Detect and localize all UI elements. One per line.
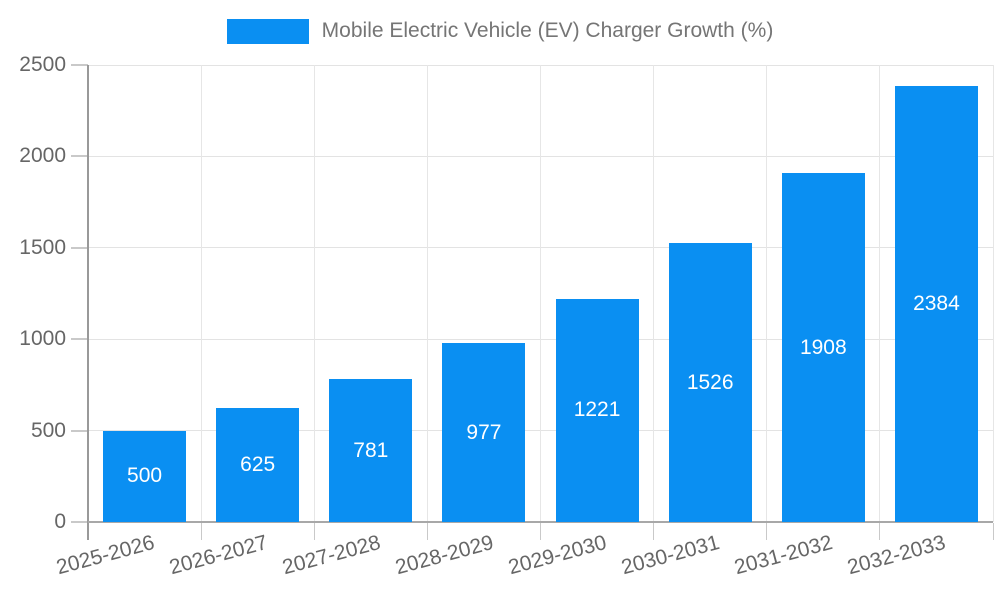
y-tick	[71, 155, 88, 158]
y-axis-tick-label: 0	[54, 510, 66, 533]
x-tick	[766, 523, 768, 540]
y-tick	[71, 429, 88, 432]
bar: 500	[103, 430, 187, 522]
x-gridline	[540, 65, 541, 522]
bar: 2384	[894, 86, 978, 522]
x-gridline	[653, 65, 655, 522]
x-gridline	[313, 65, 315, 522]
x-tick	[426, 523, 428, 540]
bar: 1908	[781, 173, 865, 522]
bar-value-label: 1526	[686, 370, 734, 394]
bar-value-label: 977	[466, 420, 502, 444]
bar-value-label: 500	[127, 464, 163, 488]
x-tick	[653, 523, 655, 540]
bar: 977	[442, 343, 526, 522]
bar-value-label: 2384	[913, 292, 960, 316]
y-axis-tick-label: 2500	[19, 53, 66, 76]
x-gridline	[879, 65, 881, 522]
bar-value-label: 781	[353, 438, 389, 462]
y-tick	[71, 521, 88, 523]
x-tick	[200, 523, 202, 540]
y-axis-tick-label: 2000	[19, 144, 66, 168]
y-axis-tick-label: 1000	[19, 327, 66, 351]
chart-legend: Mobile Electric Vehicle (EV) Charger Gro…	[0, 17, 1000, 45]
y-axis-line	[87, 65, 89, 540]
bar: 625	[216, 407, 300, 522]
x-tick	[879, 523, 881, 540]
x-tick	[313, 523, 315, 540]
bar: 1221	[555, 298, 639, 522]
legend-swatch-icon	[226, 18, 309, 44]
bar-value-label: 625	[240, 452, 276, 476]
y-tick	[71, 64, 88, 66]
x-gridline	[992, 65, 994, 522]
y-tick	[71, 338, 88, 341]
bar: 781	[329, 379, 413, 522]
legend-title: Mobile Electric Vehicle (EV) Charger Gro…	[321, 19, 774, 42]
y-axis-tick-label: 500	[30, 418, 66, 442]
x-gridline	[200, 65, 202, 522]
bar-value-label: 1221	[573, 398, 621, 422]
x-tick	[992, 523, 994, 540]
x-tick	[540, 523, 541, 540]
y-tick	[71, 246, 88, 249]
x-gridline	[766, 65, 768, 522]
bar: 1526	[668, 243, 752, 522]
x-axis-line	[88, 521, 993, 523]
x-gridline	[426, 65, 428, 522]
y-axis-tick-label: 1500	[19, 235, 66, 259]
plot-area: 0 500 1000 1500 2000 2500 500 625 781 977 1221 1526…	[19, 53, 994, 579]
bar-value-label: 1908	[799, 335, 847, 359]
